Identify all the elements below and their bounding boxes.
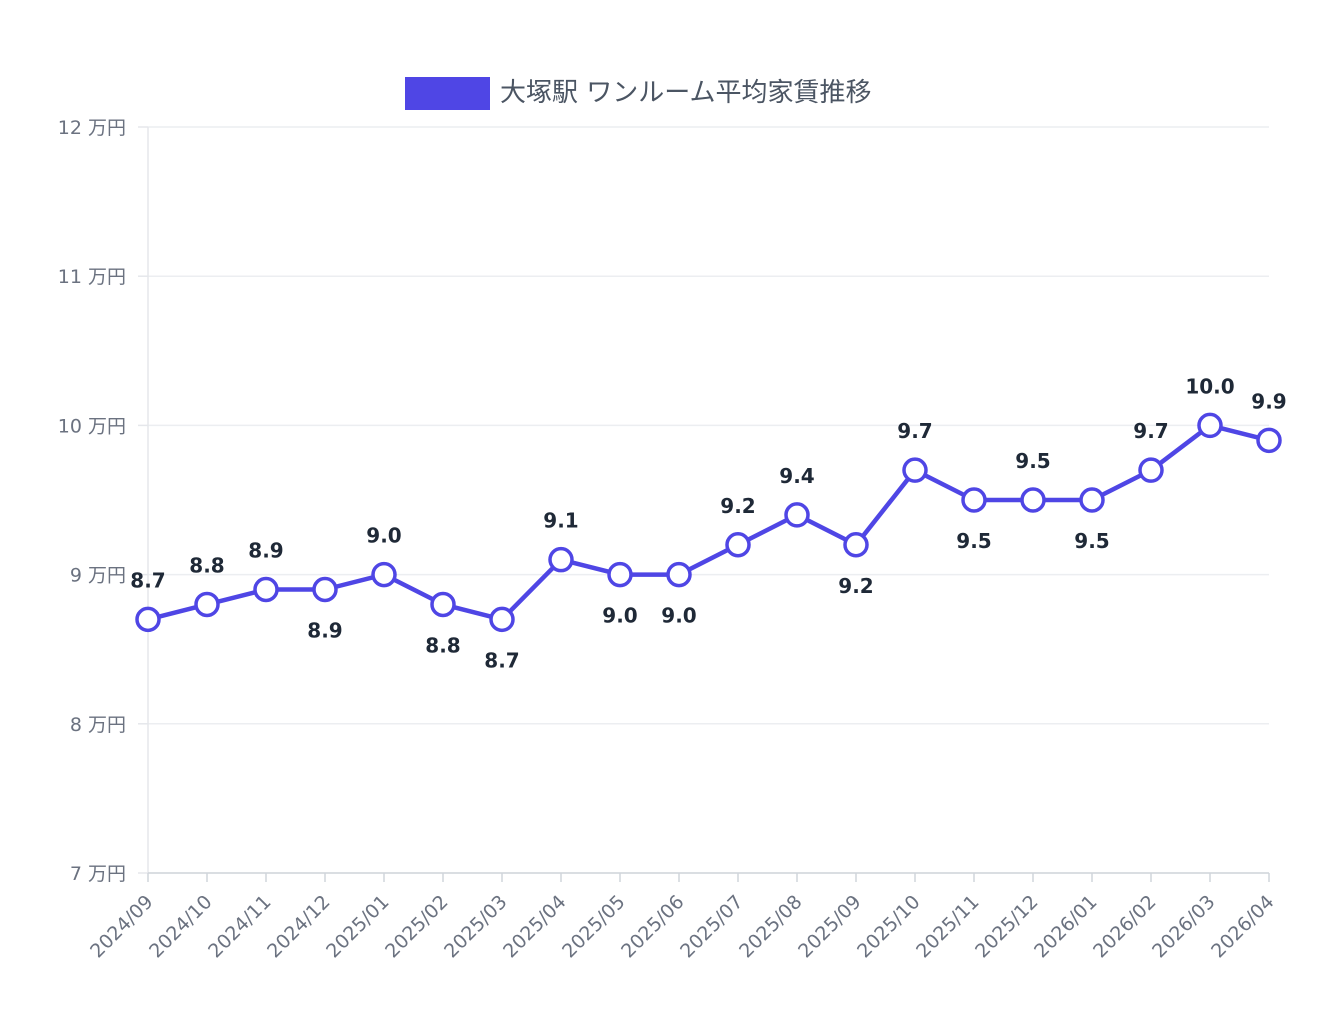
- data-point[interactable]: [666, 561, 692, 588]
- data-label: 10.0: [1185, 374, 1234, 398]
- data-label: 9.5: [956, 529, 991, 553]
- data-label: 9.7: [897, 419, 932, 443]
- x-tick-label: 2025/05: [558, 891, 629, 962]
- data-point[interactable]: [1079, 487, 1105, 513]
- series-layer: [135, 412, 1282, 633]
- data-point[interactable]: [607, 561, 633, 588]
- data-point[interactable]: [312, 576, 338, 603]
- data-label: 9.9: [1251, 389, 1286, 413]
- data-point[interactable]: [1197, 412, 1223, 439]
- x-tick-label: 2025/08: [735, 891, 806, 962]
- legend-swatch: [405, 77, 490, 110]
- data-label: 9.0: [602, 604, 637, 628]
- y-tick-label: 11 万円: [58, 266, 126, 288]
- x-tick-label: 2025/06: [617, 891, 688, 962]
- x-tick-label: 2025/12: [971, 891, 1042, 962]
- x-tick-label: 2024/10: [145, 891, 216, 962]
- x-tick-label: 2024/12: [263, 891, 334, 962]
- data-labels: 8.7 8.8 8.9 8.9 9.0 8.8 8.7 9.1 9.0 9.0 9.2 9.4 9.2 9…: [130, 374, 1286, 672]
- x-axis-ticks: 2024/092024/102024/112024/122025/012025/…: [86, 891, 1278, 962]
- data-point[interactable]: [843, 532, 869, 558]
- data-point[interactable]: [902, 457, 928, 483]
- axes: [147, 127, 1270, 882]
- x-tick-label: 2025/09: [794, 891, 865, 962]
- data-point[interactable]: [489, 606, 515, 633]
- grid: [138, 126, 1269, 874]
- x-tick-label: 2026/02: [1089, 891, 1160, 962]
- data-label: 9.5: [1074, 529, 1109, 553]
- x-tick-label: 2025/11: [912, 891, 983, 962]
- data-label: 8.7: [130, 568, 165, 592]
- data-point[interactable]: [548, 546, 574, 573]
- x-tick-label: 2026/04: [1207, 891, 1278, 962]
- data-label: 9.1: [543, 509, 578, 533]
- data-label: 9.2: [720, 494, 755, 518]
- y-tick-label: 9 万円: [70, 565, 126, 587]
- data-label: 8.8: [189, 553, 224, 577]
- x-tick-label: 2025/04: [499, 891, 570, 962]
- data-label: 9.5: [1015, 449, 1050, 473]
- data-label: 9.0: [661, 604, 696, 628]
- data-point[interactable]: [371, 561, 397, 588]
- y-tick-label: 10 万円: [58, 415, 126, 437]
- data-point[interactable]: [1138, 457, 1164, 483]
- data-point[interactable]: [1020, 487, 1046, 513]
- data-point[interactable]: [725, 532, 751, 558]
- x-tick-label: 2026/01: [1030, 891, 1101, 962]
- data-point[interactable]: [961, 487, 987, 513]
- y-axis-ticks: 7 万円 8 万円 9 万円 10 万円 11 万円 12 万円: [58, 117, 126, 885]
- data-label: 8.8: [425, 633, 460, 657]
- x-tick-label: 2025/02: [381, 891, 452, 962]
- data-point[interactable]: [194, 591, 220, 618]
- data-point[interactable]: [1256, 427, 1282, 454]
- y-tick-label: 8 万円: [70, 714, 126, 736]
- x-tick-label: 2025/10: [853, 891, 924, 962]
- legend-label: 大塚駅 ワンルーム平均家賃推移: [500, 78, 872, 108]
- x-tick-label: 2026/03: [1148, 891, 1219, 962]
- legend[interactable]: 大塚駅 ワンルーム平均家賃推移: [405, 77, 872, 110]
- data-point[interactable]: [430, 591, 456, 618]
- data-label: 9.7: [1133, 419, 1168, 443]
- x-tick-label: 2025/01: [322, 891, 393, 962]
- y-tick-label: 12 万円: [58, 117, 126, 139]
- x-tick-label: 2024/11: [204, 891, 275, 962]
- data-point[interactable]: [135, 606, 161, 633]
- data-point[interactable]: [784, 502, 810, 528]
- data-label: 9.4: [779, 464, 814, 488]
- data-label: 9.0: [366, 524, 401, 548]
- data-label: 9.2: [838, 574, 873, 598]
- data-point[interactable]: [253, 576, 279, 603]
- x-tick-label: 2024/09: [86, 891, 157, 962]
- data-label: 8.9: [307, 619, 342, 643]
- x-tick-label: 2025/07: [676, 891, 747, 962]
- data-label: 8.9: [248, 539, 283, 563]
- data-label: 8.7: [484, 648, 519, 672]
- x-tick-label: 2025/03: [440, 891, 511, 962]
- y-tick-label: 7 万円: [70, 863, 126, 885]
